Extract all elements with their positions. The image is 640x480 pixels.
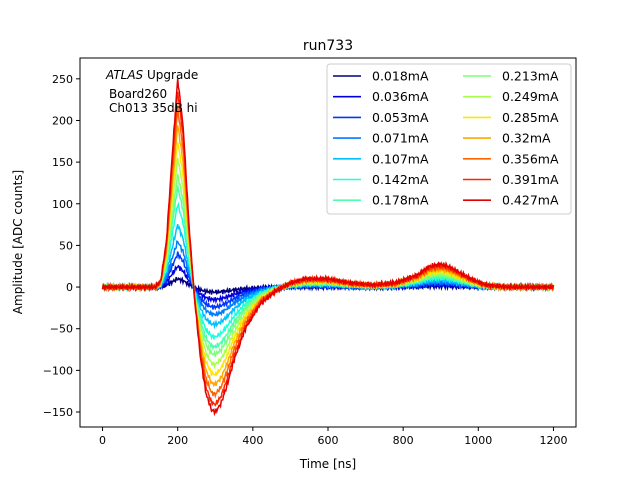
x-axis-label: Time [ns] <box>299 457 356 471</box>
legend-label: 0.142mA <box>372 172 429 187</box>
x-tick-label: 200 <box>167 434 188 447</box>
x-tick-label: 800 <box>393 434 414 447</box>
x-tick-label: 400 <box>242 434 263 447</box>
x-tick-label: 1000 <box>464 434 492 447</box>
y-tick-label: −50 <box>50 323 73 336</box>
series-line <box>101 78 555 417</box>
legend-label: 0.036mA <box>372 89 429 104</box>
legend-label: 0.391mA <box>502 172 559 187</box>
legend-label: 0.071mA <box>372 131 429 146</box>
y-tick-label: −100 <box>43 364 73 377</box>
chart-title: run733 <box>303 38 353 54</box>
atlas-upgrade: Upgrade <box>143 68 198 82</box>
legend-label: 0.32mA <box>502 131 551 146</box>
series-layer <box>101 78 555 417</box>
channel-label: Ch013 35dB hi <box>109 101 198 115</box>
y-tick-label: 0 <box>66 281 73 294</box>
y-tick-label: 200 <box>52 114 73 127</box>
y-tick-label: 250 <box>52 73 73 86</box>
atlas-label: ATLAS Upgrade <box>105 68 198 82</box>
y-tick-label: 150 <box>52 156 73 169</box>
legend: 0.018mA 0.036mA 0.053mA 0.071mA 0.107mA 0.142… <box>326 63 572 215</box>
y-tick-label: 50 <box>59 239 73 252</box>
y-axis-label: Amplitude [ADC counts] <box>11 170 25 314</box>
legend-label: 0.213mA <box>502 69 559 84</box>
y-tick-label: 100 <box>52 198 73 211</box>
legend-label: 0.178mA <box>372 193 429 208</box>
legend-label: 0.107mA <box>372 151 429 166</box>
x-tick-label: 600 <box>318 434 339 447</box>
legend-label: 0.249mA <box>502 89 559 104</box>
legend-box <box>326 63 572 215</box>
legend-label: 0.053mA <box>372 110 429 125</box>
x-tick-label: 0 <box>99 434 106 447</box>
x-tick-label: 1200 <box>539 434 567 447</box>
legend-label: 0.018mA <box>372 69 429 84</box>
legend-label: 0.356mA <box>502 151 559 166</box>
x-axis-ticks: 0 200 400 600 800 1000 1200 <box>99 427 567 447</box>
y-tick-label: −150 <box>43 406 73 419</box>
y-axis-ticks: −150 −100 −50 0 50 100 150 200 250 <box>43 73 80 419</box>
legend-label: 0.285mA <box>502 110 559 125</box>
legend-label: 0.427mA <box>502 193 559 208</box>
atlas-italic: ATLAS <box>105 68 144 82</box>
board-label: Board260 <box>109 87 167 101</box>
